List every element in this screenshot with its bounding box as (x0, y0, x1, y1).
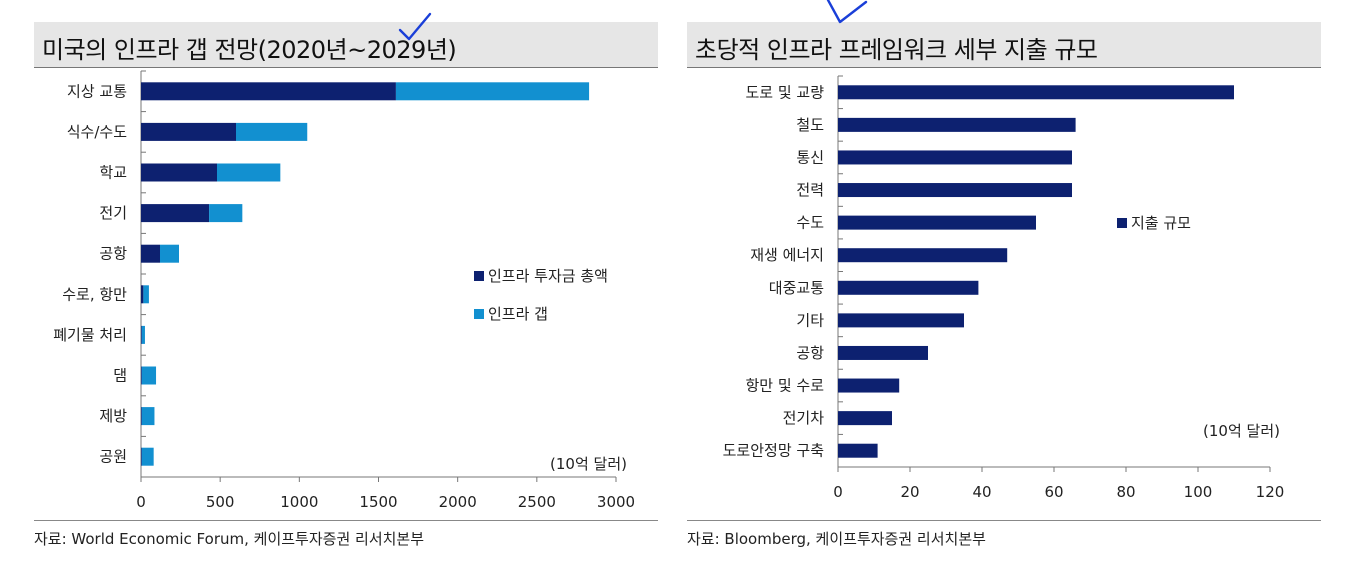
right-category-label: 공항 (796, 344, 824, 362)
left-bar-primary (141, 366, 142, 385)
right-category-label: 도로 및 교량 (745, 83, 824, 101)
right-bar-primary (838, 215, 1036, 230)
right-bar-primary (838, 117, 1076, 132)
left-category-label: 학교 (99, 164, 127, 182)
right-category-label: 전기차 (783, 409, 825, 427)
right-title-bar: 초당적 인프라 프레임워크 세부 지출 규모 (687, 22, 1321, 68)
left-bar-secondary (143, 285, 149, 304)
right-legend-swatch (1117, 218, 1127, 228)
right-category-label: 대중교통 (769, 279, 824, 297)
right-source-text: 자료: Bloomberg, 케이프투자증권 리서치본부 (687, 530, 986, 548)
right-category-label: 전력 (796, 181, 824, 199)
left-legend-label: 인프라 투자금 총액 (488, 267, 608, 285)
left-chart-panel: 미국의 인프라 갭 전망(2020년~2029년) 0 500 1000 1500 20… (0, 0, 670, 566)
right-bar-primary (838, 443, 878, 458)
right-x-tick-label: 60 (1044, 483, 1063, 501)
right-x-tick-label: 100 (1184, 483, 1213, 501)
right-bar-primary (838, 280, 979, 295)
left-bar-primary (141, 204, 210, 223)
left-legend-label: 인프라 갭 (488, 305, 548, 323)
right-x-tick-label: 20 (900, 483, 919, 501)
left-x-tick-label: 2500 (518, 493, 556, 511)
left-title-bar: 미국의 인프라 갭 전망(2020년~2029년) (34, 22, 658, 68)
right-bar-primary (838, 85, 1234, 100)
left-category-label: 지상 교통 (67, 82, 127, 100)
left-bar-primary (141, 163, 217, 182)
left-category-label: 전기 (99, 204, 127, 222)
left-category-label: 폐기물 처리 (53, 326, 127, 344)
left-x-tick-label: 2000 (439, 493, 477, 511)
left-category-label: 식수/수도 (67, 123, 127, 141)
left-bar-secondary (236, 122, 308, 141)
checkmark-annotation-icon-2 (826, 0, 868, 24)
right-category-label: 항만 및 수로 (745, 377, 824, 395)
left-bar-secondary (395, 82, 590, 101)
right-bar-primary (838, 345, 928, 360)
left-bar-secondary (141, 325, 145, 344)
right-bar-primary (838, 183, 1072, 198)
left-bar-secondary (160, 244, 179, 263)
left-bar-primary (141, 122, 236, 141)
left-category-label: 공원 (99, 448, 127, 466)
right-category-label: 철도 (796, 116, 824, 134)
right-bar-primary (838, 378, 900, 393)
right-bar-primary (838, 411, 892, 426)
left-x-tick-label: 1000 (280, 493, 318, 511)
left-chart-title: 미국의 인프라 갭 전망(2020년~2029년) (42, 36, 457, 64)
right-unit-label: (10억 달러) (1203, 422, 1280, 440)
checkmark-annotation-icon (398, 12, 432, 41)
right-category-label: 재생 에너지 (750, 246, 824, 264)
right-bar-primary (838, 313, 964, 328)
left-source-divider (34, 520, 658, 521)
left-legend-swatch (474, 271, 484, 281)
right-category-label: 기타 (796, 311, 824, 329)
left-stacked-bar-chart: 0 500 1000 1500 2000 2500 3000 지상 교통식수/수도학교전기공항… (53, 70, 635, 511)
right-category-label: 수도 (796, 214, 824, 232)
left-bar-secondary (141, 366, 157, 385)
right-source-divider (687, 520, 1321, 521)
left-category-label: 공항 (99, 245, 127, 263)
left-bar-secondary (141, 407, 155, 426)
right-chart-panel: 초당적 인프라 프레임워크 세부 지출 규모 0 20 40 60 80 100 120 도로… (680, 0, 1350, 566)
left-x-tick-label: 500 (206, 493, 235, 511)
left-category-label: 댐 (113, 367, 127, 385)
right-chart-title: 초당적 인프라 프레임워크 세부 지출 규모 (695, 36, 1098, 64)
left-source-text: 자료: World Economic Forum, 케이프투자증권 리서치본부 (34, 530, 425, 548)
left-bar-primary (141, 447, 142, 466)
left-bar-primary (141, 407, 142, 426)
left-bar-secondary (141, 447, 154, 466)
left-category-label: 제방 (99, 407, 127, 425)
left-x-tick-label: 0 (136, 493, 146, 511)
left-bar-primary (141, 82, 396, 101)
left-category-label: 수로, 항만 (62, 285, 127, 303)
right-x-tick-label: 80 (1116, 483, 1135, 501)
right-x-tick-label: 0 (833, 483, 843, 501)
right-category-label: 통신 (796, 148, 824, 166)
left-x-tick-label: 3000 (597, 493, 635, 511)
right-category-label: 도로안정망 구축 (723, 442, 824, 460)
right-x-tick-label: 40 (972, 483, 991, 501)
left-bar-primary (141, 244, 160, 263)
left-bar-primary (141, 285, 144, 304)
left-x-tick-label: 1500 (359, 493, 397, 511)
right-x-tick-label: 120 (1256, 483, 1285, 501)
right-bar-primary (838, 248, 1008, 263)
left-bar-primary (141, 325, 142, 344)
left-legend-swatch (474, 309, 484, 319)
left-unit-label: (10억 달러) (550, 455, 627, 473)
left-bar-secondary (209, 204, 243, 223)
left-bar-secondary (217, 163, 281, 182)
right-bar-primary (838, 150, 1072, 165)
right-legend-label: 지출 규모 (1131, 214, 1191, 232)
